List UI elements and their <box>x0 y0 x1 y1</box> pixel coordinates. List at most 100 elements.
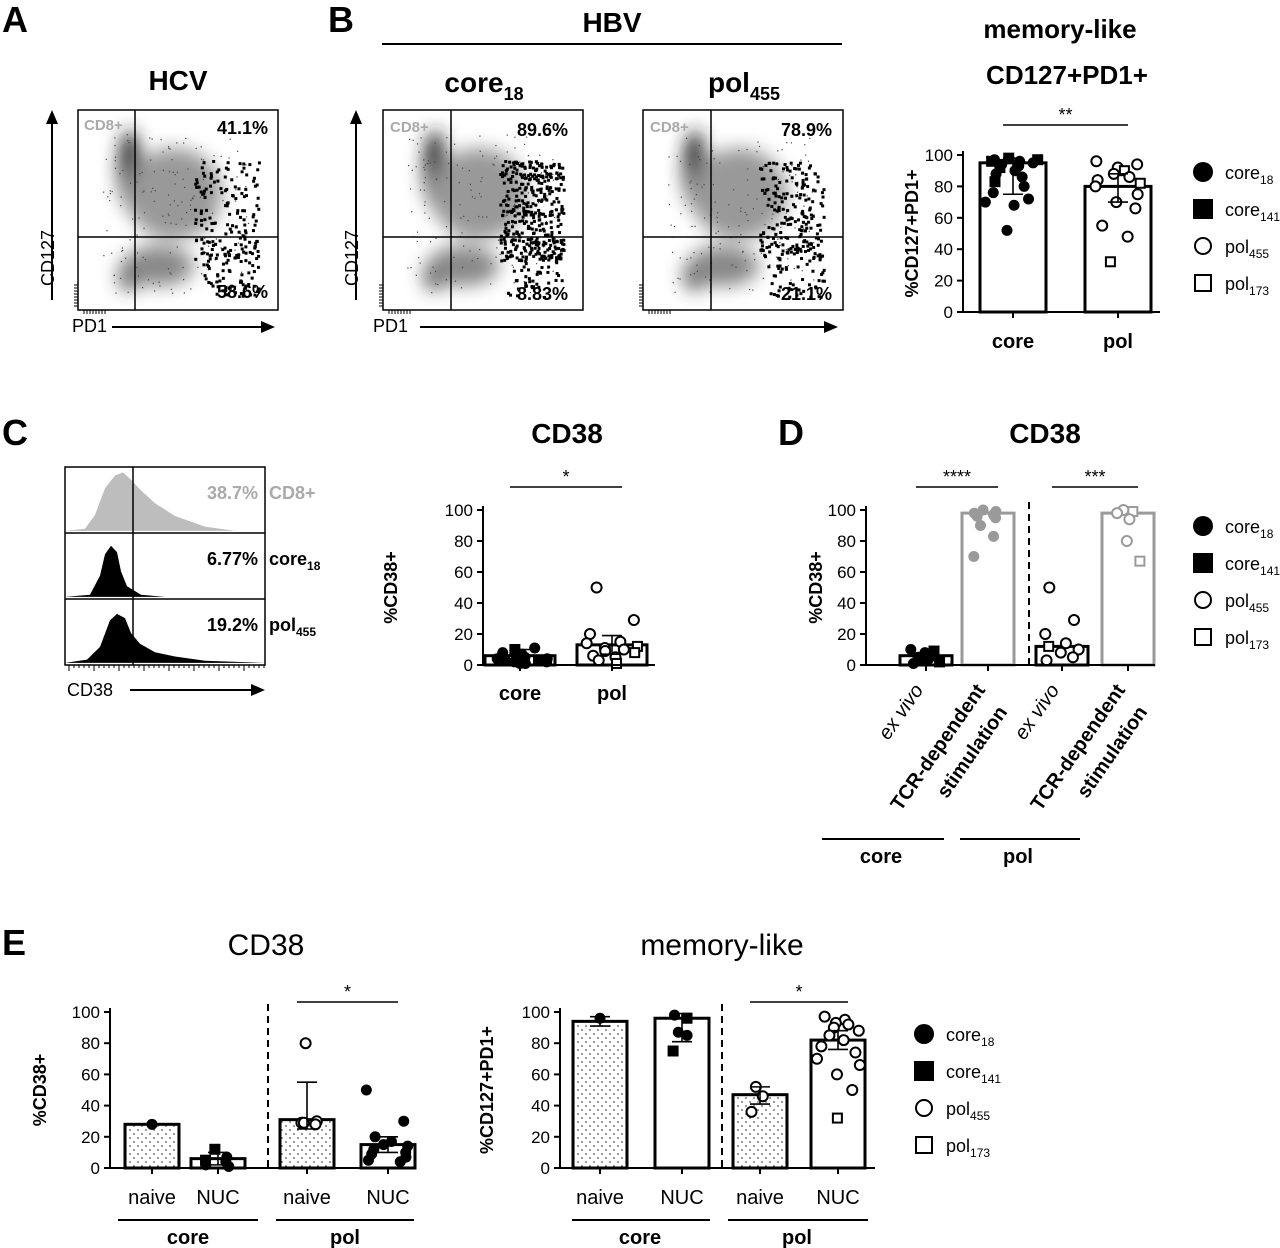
event <box>817 295 821 299</box>
speckle <box>126 134 128 136</box>
event <box>802 214 806 218</box>
event <box>809 247 813 251</box>
event <box>520 164 524 168</box>
speckle <box>415 274 418 276</box>
speckle <box>806 195 808 197</box>
speckle <box>416 143 419 145</box>
speckle <box>424 212 426 214</box>
event <box>532 216 536 220</box>
event <box>816 243 820 247</box>
speckle <box>735 266 737 268</box>
x-category-label: naive <box>736 1187 784 1209</box>
data-point <box>499 654 511 666</box>
event <box>561 177 565 181</box>
event <box>249 293 253 297</box>
event <box>533 177 537 181</box>
speckle <box>795 185 798 187</box>
plot-title: core18 <box>444 67 523 104</box>
speckle <box>459 204 461 206</box>
event <box>509 177 513 181</box>
data-point <box>818 1010 831 1023</box>
event <box>194 239 198 243</box>
event <box>207 280 211 284</box>
event <box>559 239 563 243</box>
speckle <box>120 196 122 198</box>
speckle <box>804 144 806 146</box>
speckle <box>186 211 188 214</box>
speckle <box>690 187 692 190</box>
data-point <box>1134 555 1146 567</box>
event <box>537 198 541 202</box>
data-point <box>1129 202 1142 215</box>
significance-label: **** <box>943 467 971 487</box>
event <box>801 178 805 182</box>
event <box>777 205 781 209</box>
event <box>521 182 525 186</box>
speckle <box>493 164 495 166</box>
speckle <box>122 169 124 172</box>
event <box>209 191 213 195</box>
event <box>231 194 235 198</box>
data-point <box>309 1118 322 1131</box>
speckle <box>762 277 764 279</box>
speckle <box>167 268 170 270</box>
y-tick-label: 40 <box>531 1097 550 1116</box>
event <box>801 209 805 213</box>
event <box>501 175 505 179</box>
event <box>255 204 259 208</box>
speckle <box>516 183 518 185</box>
data-point <box>1016 171 1028 183</box>
speckle <box>461 266 464 269</box>
speckle <box>497 239 500 241</box>
event <box>550 230 554 234</box>
event <box>225 187 229 191</box>
speckle <box>120 277 122 280</box>
event <box>548 256 552 260</box>
speckle <box>445 151 448 153</box>
event <box>256 265 260 269</box>
event <box>538 252 542 256</box>
speckle <box>796 186 798 188</box>
speckle <box>742 250 744 253</box>
speckle <box>181 201 183 203</box>
event <box>233 256 237 260</box>
speckle <box>800 159 802 161</box>
event <box>242 162 246 166</box>
event <box>528 177 532 181</box>
data-point <box>745 1105 758 1118</box>
event <box>528 280 532 284</box>
event <box>799 249 803 253</box>
significance-label: *** <box>1084 467 1105 487</box>
significance-label: * <box>344 982 351 1002</box>
event <box>762 177 766 181</box>
speckle <box>443 200 446 203</box>
event <box>789 288 793 292</box>
speckle <box>170 273 172 275</box>
event <box>764 164 768 168</box>
speckle <box>689 163 691 166</box>
speckle <box>147 279 150 281</box>
event <box>799 193 803 197</box>
event <box>547 281 551 285</box>
event <box>212 180 216 184</box>
event <box>559 183 563 187</box>
event <box>799 232 803 236</box>
speckle <box>752 208 754 210</box>
event <box>798 161 802 165</box>
speckle <box>230 288 232 291</box>
event <box>499 203 503 207</box>
event <box>547 178 551 182</box>
event <box>770 242 774 246</box>
event <box>500 259 504 263</box>
speckle <box>496 247 498 249</box>
bar-0 <box>123 1122 181 1170</box>
legend: core18 core141 pol455 pol173 <box>1193 516 1280 652</box>
event <box>502 181 506 185</box>
event <box>789 246 793 250</box>
event <box>229 248 233 252</box>
event <box>562 242 566 246</box>
event <box>523 173 527 177</box>
event <box>764 255 768 259</box>
speckle <box>213 155 215 157</box>
event <box>226 223 230 227</box>
